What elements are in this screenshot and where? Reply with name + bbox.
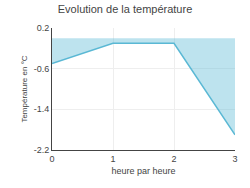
svg-text:3: 3: [232, 154, 237, 164]
svg-text:0: 0: [49, 154, 54, 164]
svg-text:2: 2: [171, 154, 176, 164]
svg-text:0.2: 0.2: [37, 23, 50, 33]
svg-text:-0.6: -0.6: [34, 64, 50, 74]
svg-text:Evolution de la température: Evolution de la température: [58, 3, 193, 15]
svg-text:1: 1: [110, 154, 115, 164]
svg-text:-2.2: -2.2: [34, 145, 50, 155]
svg-text:heure par heure: heure par heure: [111, 166, 175, 176]
svg-text:-1.4: -1.4: [34, 104, 50, 114]
svg-text:Température en °C: Température en °C: [20, 55, 29, 122]
